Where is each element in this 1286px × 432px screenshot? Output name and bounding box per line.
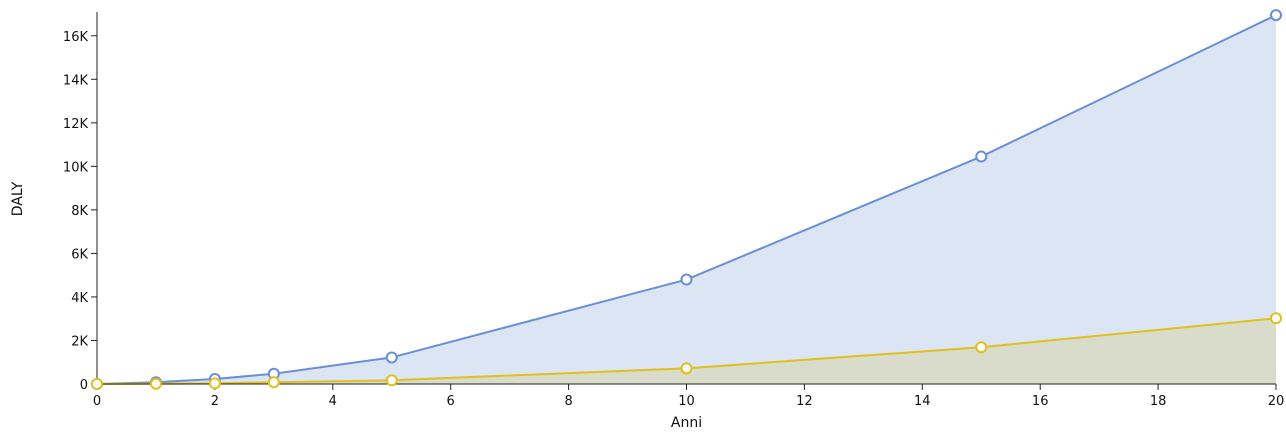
y-tick-label: 6K [71, 247, 88, 262]
series-layer [96, 14, 1277, 385]
y-tick-label: 12K [63, 117, 89, 132]
y-tick-label: 10K [63, 160, 89, 175]
y-tick-label: 14K [63, 73, 89, 88]
series-2-point [1270, 312, 1282, 325]
y-tick-label: 16K [63, 30, 89, 45]
x-tick-label: 14 [914, 394, 931, 409]
series-2-point [267, 376, 280, 389]
x-tick-label: 18 [1150, 394, 1167, 409]
y-tick-label: 8K [71, 204, 88, 219]
points-layer [91, 9, 1282, 390]
series-1-point [680, 273, 693, 286]
series-1-area [97, 15, 1276, 385]
series-1-point [975, 150, 988, 163]
series-2-point [208, 377, 221, 390]
x-axis-title: Anni [671, 415, 702, 431]
series-2-point [975, 341, 988, 354]
x-tick-label: 10 [678, 394, 695, 409]
series-2-point [149, 377, 162, 390]
series-2-point [385, 374, 398, 387]
series-2-area [97, 318, 1276, 384]
x-tick-label: 12 [796, 394, 813, 409]
x-axis-ticks: 0 2 4 6 8 10 12 14 16 18 20 [93, 384, 1284, 409]
x-tick-label: 2 [211, 394, 219, 409]
y-tick-label: 4K [71, 291, 88, 306]
y-axis-title: DALY [10, 181, 26, 216]
x-tick-label: 6 [447, 394, 455, 409]
y-tick-label: 2K [71, 334, 88, 349]
series-1-line [96, 14, 1277, 385]
x-tick-label: 0 [93, 394, 101, 409]
series-2-point [680, 362, 693, 375]
series-2-point [91, 378, 103, 390]
x-tick-label: 16 [1032, 394, 1049, 409]
y-axis-ticks: 0 2K 4K 6K 8K 10K 12K 14K 16K [63, 30, 97, 393]
series-1-point [1270, 9, 1282, 22]
x-tick-label: 8 [564, 394, 572, 409]
y-tick-label: 0 [80, 378, 88, 393]
x-tick-label: 4 [329, 394, 337, 409]
x-tick-label: 20 [1268, 394, 1285, 409]
series-1-point [385, 351, 398, 364]
axes-layer: 0 2 4 6 8 10 12 14 16 18 20 0 2K 4K 6K 8K 10K 12K 14K 16K [63, 12, 1284, 409]
